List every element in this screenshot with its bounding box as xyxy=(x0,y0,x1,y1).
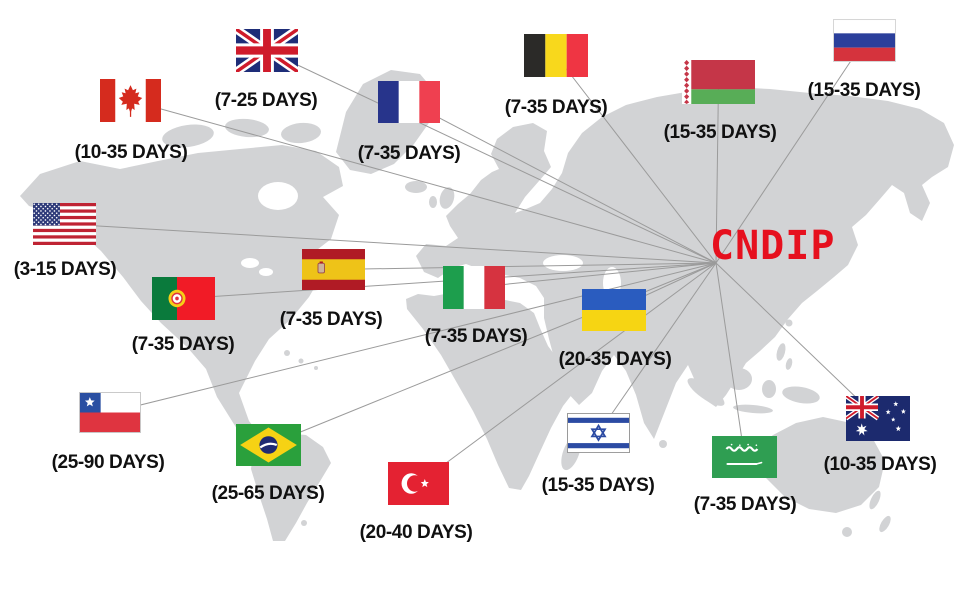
flag-canada-icon xyxy=(100,79,161,122)
shipping-days-label: (25-90 DAYS) xyxy=(51,452,165,473)
shipping-days-label: (7-35 DAYS) xyxy=(279,309,383,330)
route-line-italy xyxy=(473,262,717,288)
shipping-days-label: (7-35 DAYS) xyxy=(357,143,461,164)
flag-saudi-arabia-icon xyxy=(712,436,777,478)
flag-france-icon xyxy=(378,81,440,123)
shipping-days-label: (20-35 DAYS) xyxy=(558,349,672,370)
landmass-ireland xyxy=(429,196,437,208)
landmass-australia xyxy=(753,417,885,513)
shipping-days-label: (7-25 DAYS) xyxy=(214,90,318,111)
flag-israel-icon xyxy=(567,413,630,453)
flag-russia-icon xyxy=(833,19,896,62)
flag-belgium-icon xyxy=(524,34,588,77)
shipping-routes-lines xyxy=(64,40,879,484)
shipping-days-label: (25-65 DAYS) xyxy=(211,483,325,504)
route-line-russia xyxy=(715,40,865,264)
route-line-turkey xyxy=(418,262,717,484)
flag-usa-icon xyxy=(33,203,96,245)
landmass-arctic-islands xyxy=(162,118,321,169)
shipping-days-label: (7-35 DAYS) xyxy=(504,97,608,118)
route-line-belarus xyxy=(715,81,719,264)
route-line-australia xyxy=(715,262,879,419)
flag-brazil-icon xyxy=(236,424,301,466)
flag-turkey-icon xyxy=(388,462,449,505)
landmass-new-zealand xyxy=(869,490,891,533)
route-line-chile xyxy=(109,262,717,413)
landmass-britain xyxy=(439,187,455,209)
flag-uk-icon xyxy=(236,29,298,72)
shipping-days-label: (7-35 DAYS) xyxy=(693,494,797,515)
shipping-days-label: (7-35 DAYS) xyxy=(131,334,235,355)
route-line-canada xyxy=(130,100,717,264)
shipping-days-label: (3-15 DAYS) xyxy=(13,259,117,280)
route-line-saudi-arabia xyxy=(715,262,745,458)
shipping-days-label: (20-40 DAYS) xyxy=(359,522,473,543)
flag-belarus-icon xyxy=(682,60,755,104)
shipping-days-label: (15-35 DAYS) xyxy=(541,475,655,496)
flag-australia-icon xyxy=(846,396,910,441)
flag-ukraine-icon xyxy=(582,289,646,331)
landmass-east-asia-islands xyxy=(755,221,852,370)
route-line-france xyxy=(408,101,717,264)
brand-label: CNDIP xyxy=(710,223,836,269)
shipping-days-label: (15-35 DAYS) xyxy=(663,122,777,143)
landmass-tasmania xyxy=(842,527,852,537)
route-line-usa xyxy=(64,223,717,264)
flag-italy-icon xyxy=(443,266,505,309)
shipping-days-label: (15-35 DAYS) xyxy=(807,80,921,101)
flag-chile-icon xyxy=(79,392,141,433)
flag-portugal-icon xyxy=(152,277,215,320)
shipping-days-label: (10-35 DAYS) xyxy=(823,454,937,475)
landmass-iceland xyxy=(405,181,427,193)
landmass-southeast-asia-islands xyxy=(659,368,820,448)
route-line-spain xyxy=(333,262,717,270)
shipping-days-label: (10-35 DAYS) xyxy=(74,142,188,163)
landmass-eurasia xyxy=(416,87,954,439)
flag-spain-icon xyxy=(302,249,365,290)
landmass-caribbean xyxy=(284,350,318,370)
route-line-belgium xyxy=(555,55,717,264)
shipping-days-label: (7-35 DAYS) xyxy=(424,326,528,347)
landmass-africa xyxy=(406,292,591,490)
route-line-uk xyxy=(266,50,717,264)
route-line-israel xyxy=(598,262,717,434)
